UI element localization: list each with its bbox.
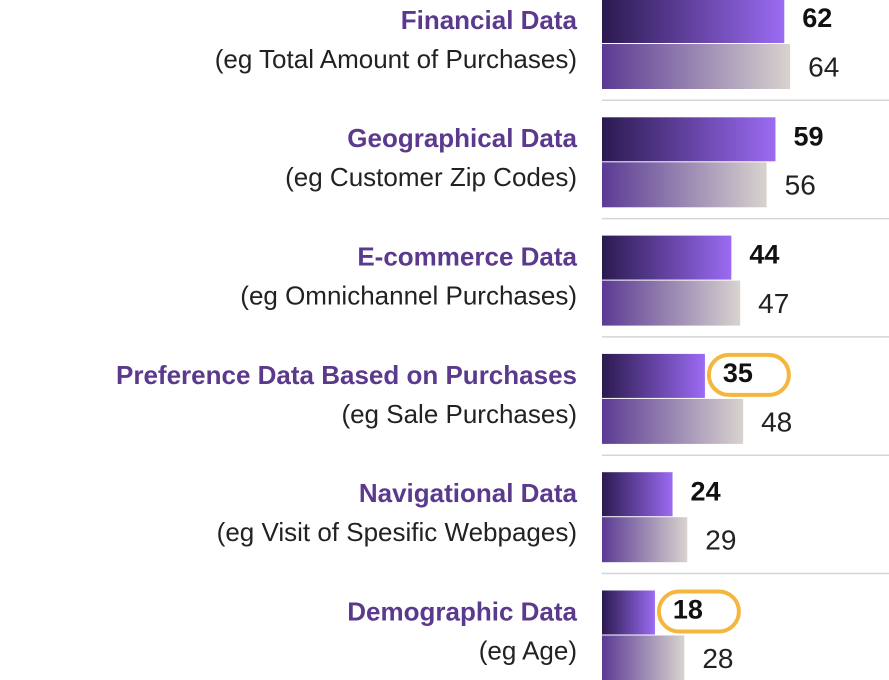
value-label: 47 bbox=[758, 288, 789, 319]
category-subtitle: (eg Sale Purchases) bbox=[341, 399, 577, 429]
value-label: 28 bbox=[702, 643, 733, 674]
value-label: 59 bbox=[793, 121, 823, 151]
category-subtitle: (eg Age) bbox=[479, 635, 577, 665]
category-label: Demographic Data bbox=[347, 596, 577, 626]
value-label: 56 bbox=[785, 170, 816, 201]
value-label: 64 bbox=[808, 51, 839, 82]
category-label: E-commerce Data bbox=[357, 241, 577, 271]
category-subtitle: (eg Customer Zip Codes) bbox=[285, 162, 577, 192]
category-label: Preference Data Based on Purchases bbox=[116, 360, 577, 390]
value-label: 18 bbox=[673, 595, 703, 625]
bar bbox=[602, 472, 673, 517]
category-label: Navigational Data bbox=[359, 478, 578, 508]
value-label: 24 bbox=[691, 476, 721, 506]
highlight-ring bbox=[656, 589, 741, 634]
category-subtitle: (eg Total Amount of Purchases) bbox=[215, 44, 577, 74]
category-subtitle: (eg Omnichannel Purchases) bbox=[240, 280, 577, 310]
value-label: 44 bbox=[749, 240, 779, 270]
category-label: Financial Data bbox=[401, 5, 578, 35]
bar bbox=[602, 235, 732, 280]
bar bbox=[602, 44, 791, 89]
category-label: Geographical Data bbox=[347, 123, 577, 153]
value-label: 35 bbox=[723, 358, 753, 388]
bar bbox=[602, 280, 741, 326]
bar bbox=[602, 517, 688, 563]
value-label: 29 bbox=[705, 525, 736, 556]
bar bbox=[602, 590, 655, 635]
bar bbox=[602, 117, 776, 162]
bar bbox=[602, 0, 785, 43]
value-label: 62 bbox=[802, 3, 832, 33]
value-label: 48 bbox=[761, 406, 792, 437]
category-subtitle: (eg Visit of Spesific Webpages) bbox=[217, 517, 577, 547]
bar bbox=[602, 162, 767, 208]
bar bbox=[602, 398, 744, 444]
bar bbox=[602, 353, 705, 398]
bar bbox=[602, 635, 685, 680]
highlight-ring bbox=[706, 352, 791, 397]
